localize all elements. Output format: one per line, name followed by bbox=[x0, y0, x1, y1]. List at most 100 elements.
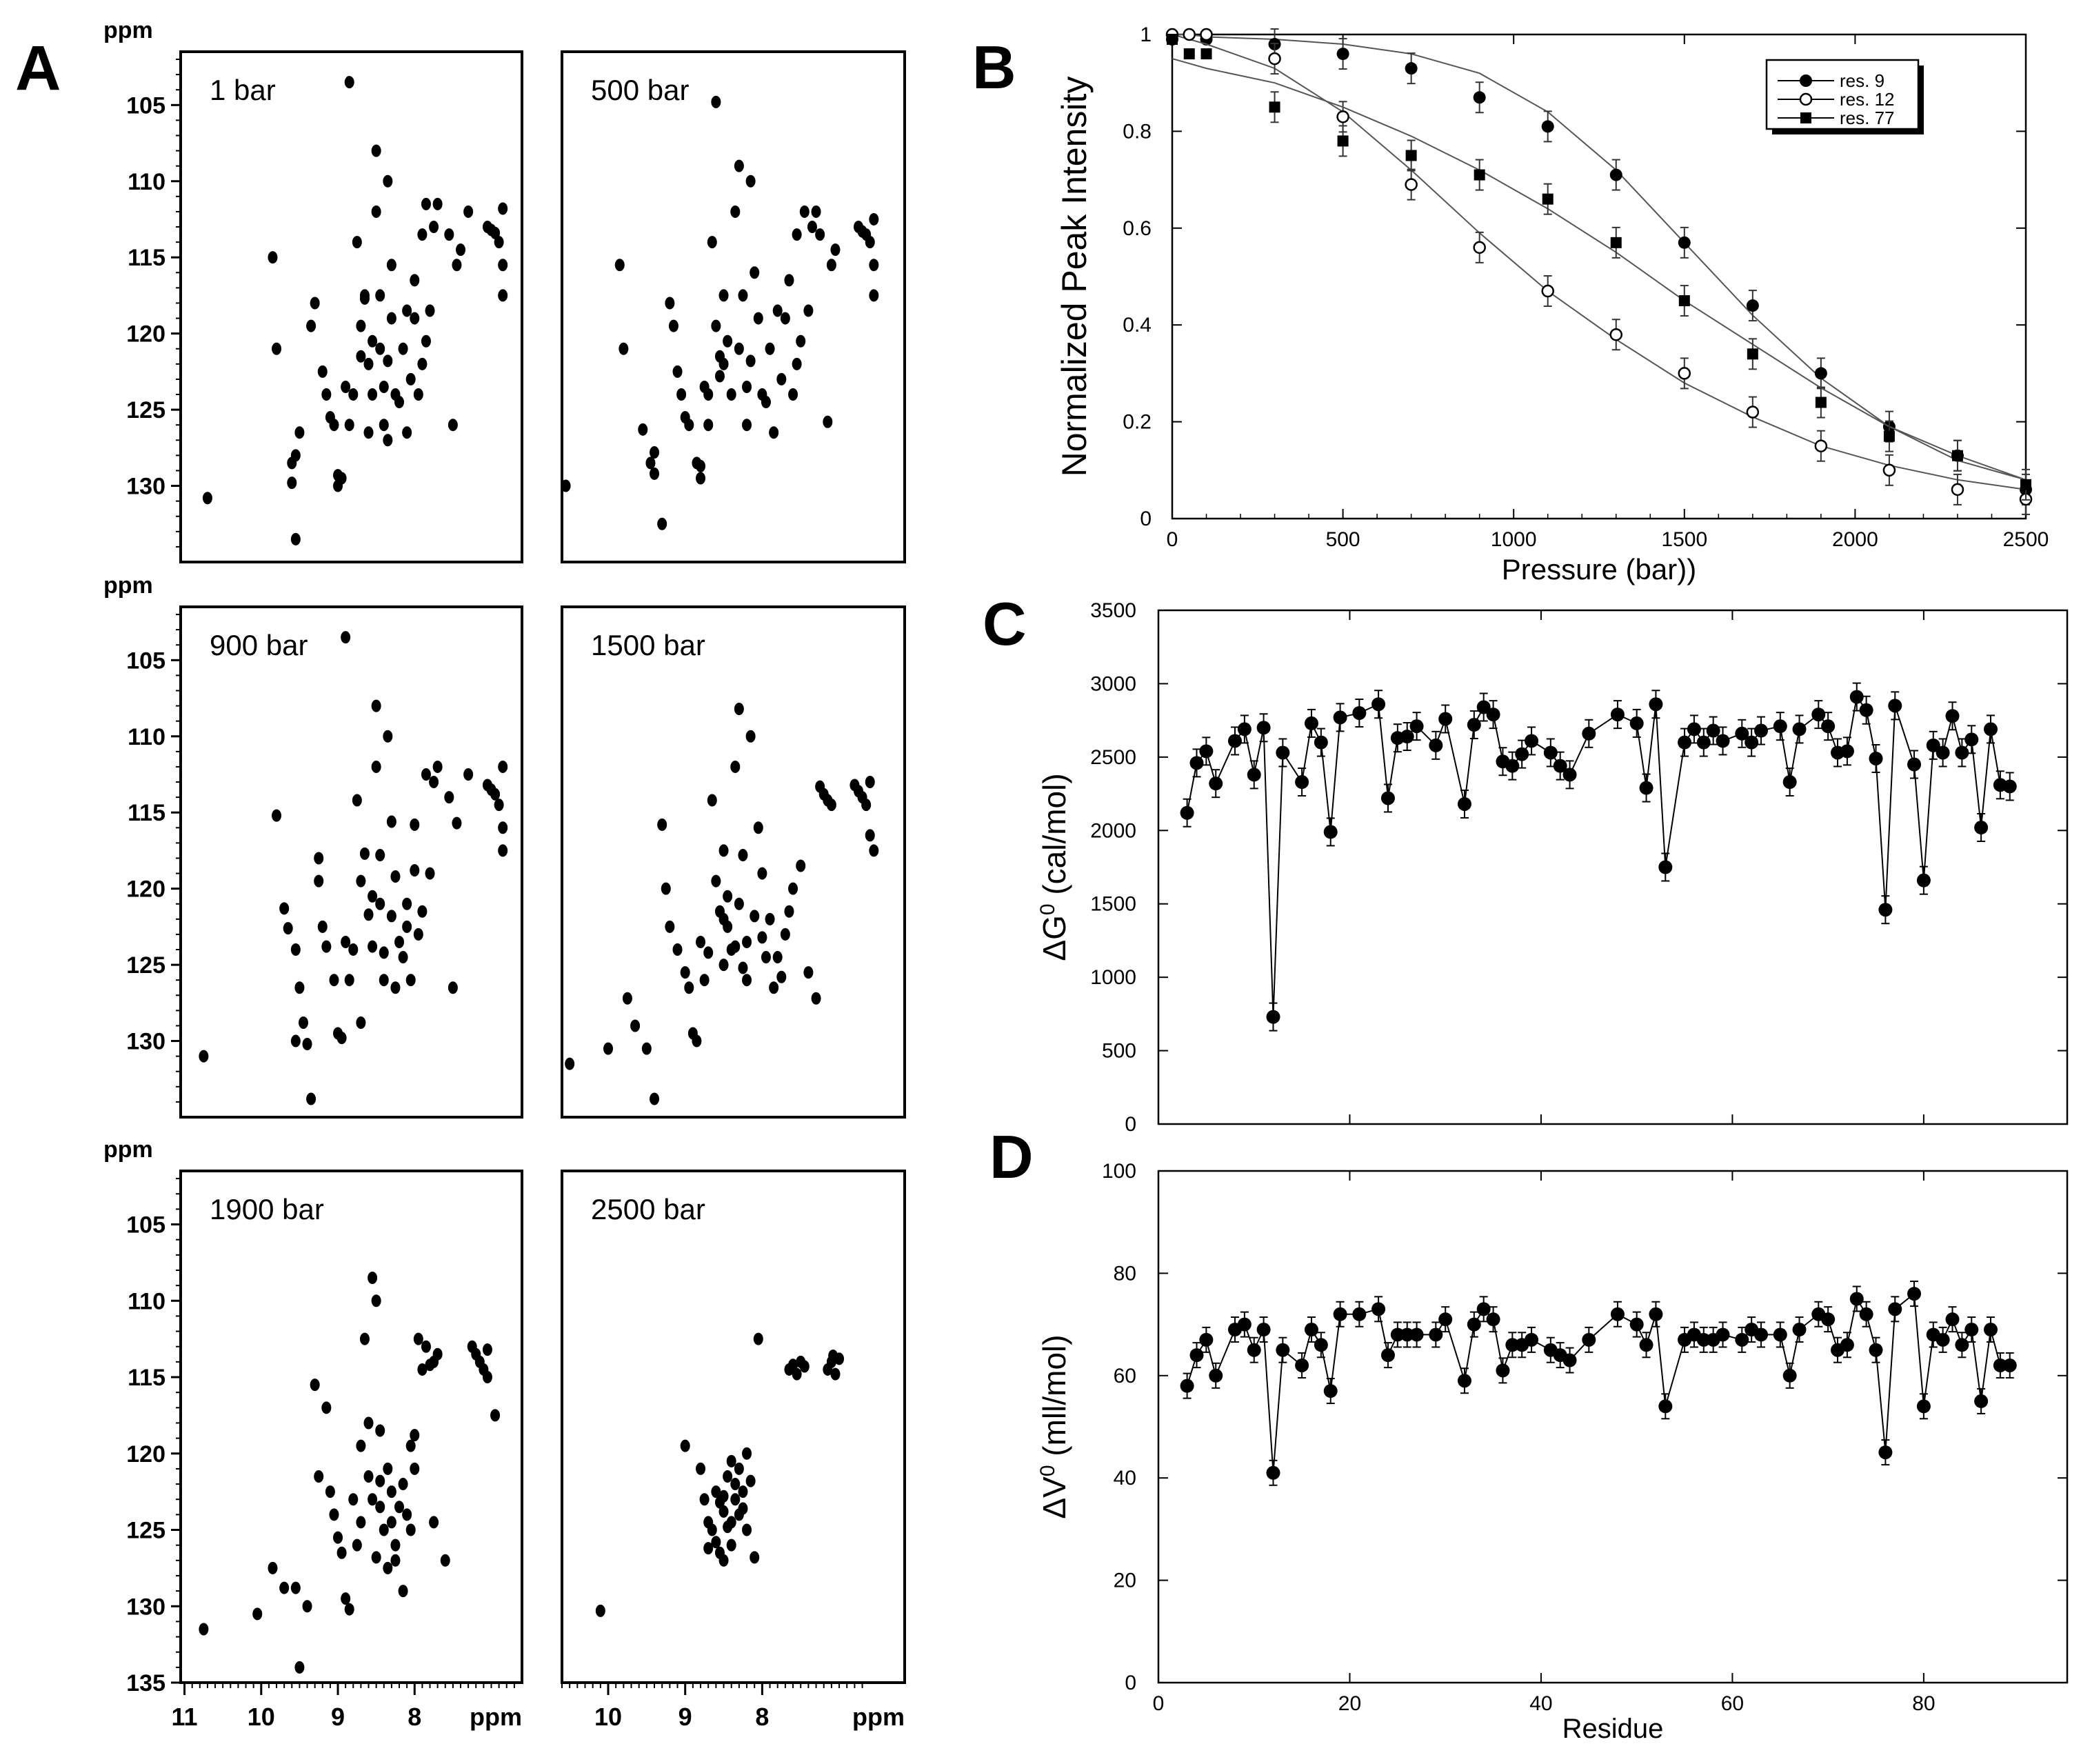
nmr-peak bbox=[684, 981, 694, 994]
data-point bbox=[1984, 1323, 1998, 1337]
data-point bbox=[1658, 860, 1673, 874]
nmr-peak bbox=[390, 1554, 401, 1567]
nmr-peak bbox=[402, 897, 412, 910]
x-tick-label: 0 bbox=[1153, 1692, 1165, 1715]
data-point bbox=[1609, 328, 1623, 341]
nmr-peak bbox=[769, 426, 779, 439]
nmr-peak bbox=[726, 1454, 736, 1467]
nmr-peak bbox=[290, 532, 301, 545]
nmr-peak bbox=[368, 334, 378, 348]
nmr-peak bbox=[696, 1462, 706, 1475]
nmr-peak bbox=[718, 959, 729, 972]
nmr-peak bbox=[765, 342, 775, 355]
nmr-peak bbox=[757, 931, 767, 944]
nmr-peak bbox=[699, 1493, 710, 1506]
pressure-label: 1 bar bbox=[210, 74, 276, 106]
nmr-peak bbox=[463, 768, 474, 781]
data-point bbox=[1916, 1399, 1931, 1414]
data-point bbox=[1473, 91, 1486, 104]
nmr-peak bbox=[603, 1042, 614, 1055]
y-tick-label: 1000 bbox=[1090, 966, 1136, 989]
nmr-peak bbox=[730, 1493, 741, 1506]
nmr-peak bbox=[680, 966, 690, 979]
nmr-peak bbox=[413, 388, 423, 401]
pressure-label: 2500 bar bbox=[591, 1193, 705, 1225]
data-point bbox=[1295, 775, 1309, 790]
data-point bbox=[1180, 1379, 1194, 1393]
data-point bbox=[1610, 237, 1622, 248]
data-point bbox=[1869, 751, 1883, 765]
nmr-peak bbox=[696, 935, 706, 948]
nmr-peak bbox=[359, 847, 370, 860]
nmr-peak bbox=[383, 354, 393, 368]
data-point bbox=[1716, 734, 1730, 748]
y-tick-label: 115 bbox=[128, 245, 165, 271]
nmr-peak bbox=[336, 472, 347, 485]
x-tick-label: 11 bbox=[172, 1703, 198, 1731]
nmr-peak bbox=[784, 274, 794, 287]
nmr-peak bbox=[796, 859, 806, 872]
data-point bbox=[1840, 1338, 1854, 1352]
x-tick-label: 60 bbox=[1721, 1692, 1744, 1715]
nmr-peak bbox=[726, 1539, 736, 1552]
nmr-peak bbox=[336, 1032, 347, 1045]
nmr-peak bbox=[444, 228, 454, 241]
data-point bbox=[1336, 48, 1349, 61]
data-point bbox=[1582, 726, 1596, 741]
nmr-peak bbox=[595, 1604, 605, 1617]
nmr-peak bbox=[371, 760, 381, 773]
data-point bbox=[1295, 1358, 1309, 1372]
y-tick-label: 110 bbox=[128, 724, 165, 750]
nmr-peak bbox=[429, 221, 439, 234]
data-point bbox=[1658, 1399, 1673, 1414]
nmr-peak bbox=[730, 1478, 741, 1491]
y-tick-label: 0.2 bbox=[1123, 411, 1152, 434]
nmr-peak bbox=[394, 935, 405, 948]
nmr-peak bbox=[410, 1429, 420, 1442]
nmr-peak bbox=[788, 882, 798, 895]
y-label-superscript: 0 bbox=[1036, 903, 1059, 915]
y-tick-label: 1500 bbox=[1090, 893, 1136, 916]
nmr-peak bbox=[772, 951, 783, 964]
nmr-peak bbox=[718, 1490, 729, 1503]
data-point bbox=[1811, 708, 1826, 722]
nmr-peak bbox=[703, 419, 714, 432]
nmr-peak bbox=[379, 1523, 389, 1536]
nmr-peak bbox=[726, 1516, 736, 1529]
data-point bbox=[1333, 710, 1347, 725]
data-point bbox=[1438, 712, 1453, 726]
data-point bbox=[1209, 1368, 1223, 1383]
data-point bbox=[1429, 738, 1443, 752]
nmr-peak bbox=[490, 788, 501, 801]
data-point bbox=[1405, 62, 1418, 75]
nmr-peak bbox=[745, 354, 756, 368]
data-point bbox=[1199, 1332, 1214, 1347]
intensity-vs-pressure-chart: 0 500 1000 1500 2000 2500 0 0.2 0.4 0.6 0.8 1 Pressu… bbox=[1055, 23, 2049, 585]
data-point bbox=[1649, 697, 1663, 712]
nmr-peak bbox=[402, 426, 412, 439]
nmr-peak bbox=[826, 259, 836, 272]
nmr-peak bbox=[405, 1523, 416, 1536]
nmr-peak bbox=[448, 419, 458, 432]
nmr-peak bbox=[830, 243, 841, 257]
data-point bbox=[1800, 112, 1811, 123]
data-point bbox=[1505, 759, 1520, 773]
plot-frame bbox=[1171, 33, 2027, 520]
nmr-peak bbox=[757, 867, 767, 880]
nmr-peak bbox=[405, 1439, 416, 1452]
nmr-peak bbox=[371, 1551, 381, 1564]
data-point bbox=[1256, 1323, 1271, 1337]
data-point bbox=[1200, 48, 1212, 60]
nmr-peak bbox=[761, 951, 771, 964]
nmr-peak bbox=[279, 902, 290, 915]
nmr-peak bbox=[356, 1439, 366, 1452]
nmr-peak bbox=[390, 870, 401, 883]
nmr-peak bbox=[456, 243, 466, 257]
plot-frame bbox=[1157, 1170, 2069, 1684]
nmr-peak bbox=[272, 342, 282, 355]
data-point bbox=[1746, 405, 1760, 419]
nmr-peak bbox=[792, 228, 802, 241]
y-tick-label: 105 bbox=[126, 1212, 165, 1239]
data-point bbox=[1247, 1343, 1261, 1357]
